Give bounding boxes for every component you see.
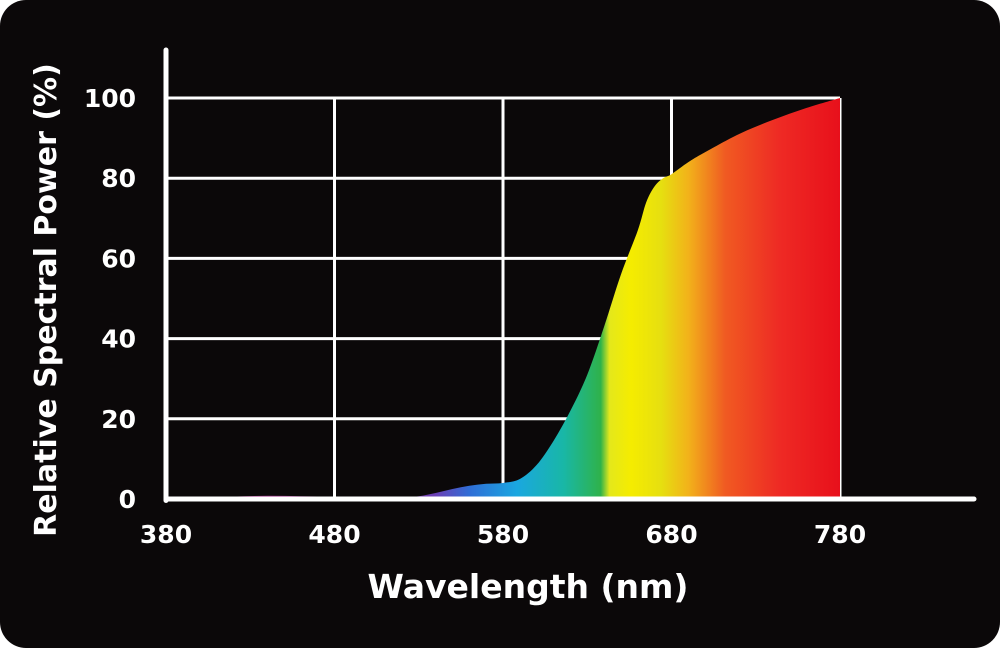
y-tick-label: 80 [101,164,136,193]
spectral-power-area [166,98,840,499]
tick-labels: 380 480 580 680 780 0 20 40 60 80 100 [84,84,866,549]
x-tick-label: 680 [645,520,697,549]
y-tick-label: 60 [101,244,136,273]
x-tick-label: 780 [814,520,866,549]
y-tick-label: 0 [119,485,136,514]
x-axis-label: Wavelength (nm) [368,567,689,606]
x-tick-label: 480 [308,520,360,549]
plot-area [166,98,840,499]
y-tick-label: 20 [101,405,136,434]
x-tick-label: 380 [140,520,192,549]
y-tick-label: 100 [84,84,136,113]
y-tick-label: 40 [101,325,136,354]
axes [163,47,977,503]
y-axis-label: Relative Spectral Power (%) [29,63,64,537]
x-tick-label: 580 [477,520,529,549]
